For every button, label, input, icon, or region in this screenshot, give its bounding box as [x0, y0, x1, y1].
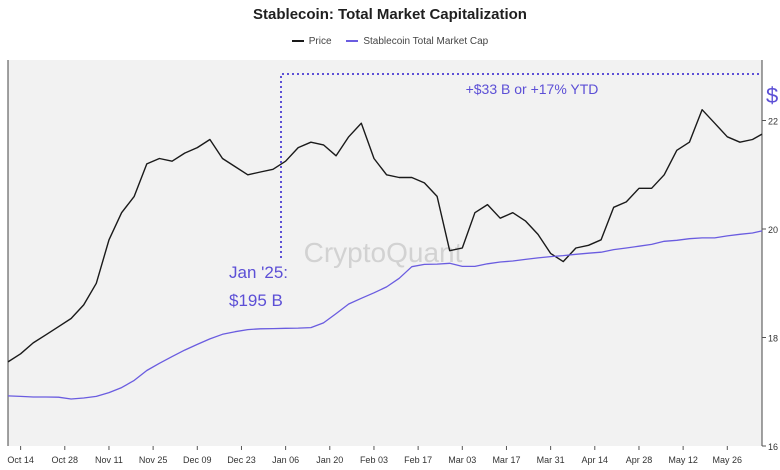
- series-layer: [7, 108, 763, 400]
- legend-label-price: Price: [308, 36, 332, 47]
- jan-annotation-line1: Jan '25:: [229, 263, 288, 282]
- legend-label-mcap: Stablecoin Total Market Cap: [363, 36, 489, 47]
- watermark: CryptoQuant: [304, 237, 463, 268]
- y-right-tick-label: 16: [768, 442, 778, 452]
- x-tick-label: Dec 23: [227, 455, 256, 465]
- price-series-line: [7, 108, 763, 363]
- x-tick-label: Nov 25: [139, 455, 168, 465]
- plot-area: [8, 60, 762, 446]
- x-tick-label: Feb 03: [360, 455, 388, 465]
- x-tick-label: Apr 14: [582, 455, 609, 465]
- annotation-layer: +$33 B or +17% YTD Jan '25: $195 B $: [229, 73, 778, 310]
- mcap-series-line: [7, 230, 763, 400]
- x-tick-label: May 26: [713, 455, 743, 465]
- legend: Price Stablecoin Total Market Cap: [0, 36, 780, 47]
- chart-title: Stablecoin: Total Market Capitalization: [253, 6, 527, 23]
- right-axis-partial-label: $: [766, 83, 778, 108]
- legend-swatch-mcap: [346, 40, 359, 43]
- ytd-annotation: +$33 B or +17% YTD: [466, 81, 599, 97]
- x-tick-label: May 12: [668, 455, 698, 465]
- legend-swatch-price: [291, 40, 304, 43]
- y-right-tick-label: 18: [768, 334, 778, 344]
- x-tick-label: Nov 11: [95, 455, 123, 465]
- ytd-bracket: [280, 73, 762, 258]
- x-tick-label: Mar 31: [537, 455, 565, 465]
- legend-item-mcap: Stablecoin Total Market Cap: [346, 36, 488, 47]
- x-tick-label: Apr 28: [626, 455, 653, 465]
- jan-annotation-line2: $195 B: [229, 291, 283, 310]
- y-right-tick-label: 20: [768, 225, 778, 235]
- x-tick-label: Feb 17: [404, 455, 432, 465]
- x-tick-label: Oct 14: [7, 455, 34, 465]
- x-tick-label: Dec 09: [183, 455, 212, 465]
- x-tick-label: Jan 20: [316, 455, 343, 465]
- x-tick-label: Mar 03: [448, 455, 476, 465]
- axis-layer: Oct 14 Oct 28 Nov 11 Nov 25 Dec 09 Dec 23 Jan …: [7, 117, 778, 466]
- y-right-tick-label: 22: [768, 117, 778, 127]
- legend-item-price: Price: [291, 36, 332, 47]
- x-tick-label: Oct 28: [52, 455, 79, 465]
- x-tick-label: Mar 17: [492, 455, 520, 465]
- x-tick-label: Jan 06: [272, 455, 299, 465]
